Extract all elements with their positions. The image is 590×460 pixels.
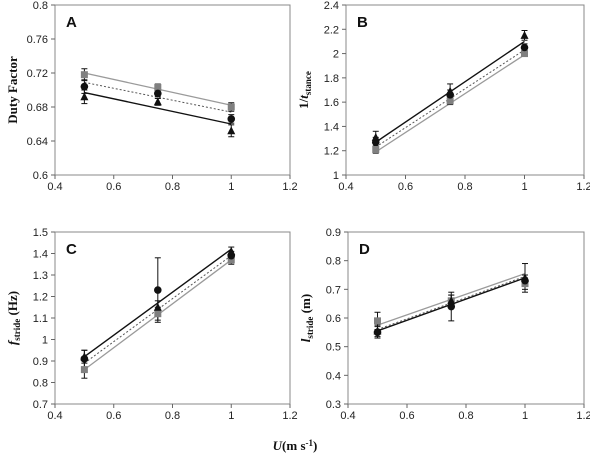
y-tick-label: 1.1 — [33, 313, 48, 325]
data-point-triangle — [227, 126, 236, 135]
data-point-triangle — [371, 132, 380, 141]
y-tick-label: 0.7 — [33, 399, 48, 411]
fit-line-circle — [84, 81, 232, 113]
data-point-triangle — [520, 30, 529, 39]
data-point-square — [154, 83, 162, 91]
chart-panel-a: 0.4 0.6 0.8 1 1.20.60.640.680.720.760.8ADuty… — [5, 0, 298, 193]
panel-letter: D — [359, 241, 370, 258]
plot-frame — [54, 231, 291, 405]
x-tick-label: 0.6 — [398, 181, 413, 193]
plot-frame — [54, 4, 291, 176]
x-tick-label: 1.2 — [282, 410, 297, 422]
y-tick-label: 2.2 — [324, 24, 339, 36]
y-tick-label: 1.2 — [324, 146, 339, 158]
x-tick-label: 1 — [228, 181, 234, 193]
y-tick-label: 1.3 — [33, 270, 48, 282]
y-tick-label: 1.6 — [324, 97, 339, 109]
x-tick-label: 0.8 — [165, 410, 180, 422]
y-tick-label: 0.3 — [326, 399, 341, 411]
y-axis-label: lstride (m) — [298, 294, 315, 342]
x-tick-label: 1.2 — [576, 410, 590, 422]
panel-letter: A — [66, 14, 77, 31]
y-tick-label: 0.76 — [27, 34, 48, 46]
data-point-square — [80, 71, 88, 79]
data-point-square — [446, 97, 454, 105]
y-tick-label: 1.2 — [33, 292, 48, 304]
y-tick-label: 0.9 — [326, 227, 341, 239]
data-point-square — [227, 103, 235, 111]
data-point-triangle — [521, 273, 529, 282]
y-tick-label: 0.9 — [33, 356, 48, 368]
data-point-square — [521, 50, 528, 58]
x-tick-label: 0.4 — [338, 181, 353, 193]
data-point-triangle — [446, 86, 455, 95]
x-tick-label: 0.8 — [458, 410, 473, 422]
data-point-triangle — [153, 97, 162, 106]
x-tick-label: 1 — [521, 181, 527, 193]
data-point-triangle — [80, 92, 89, 101]
y-axis-label: Duty Factor — [5, 56, 20, 124]
x-tick-label: 0.8 — [165, 181, 180, 193]
data-point-circle — [80, 82, 89, 91]
y-tick-label: 0.64 — [27, 136, 48, 148]
chart-panel-b: 0.4 0.6 0.8 1 1.2 1 1.2 1.4 1.6 1.8 2 2.2 2.4 B 1/tsta… — [296, 0, 590, 193]
panel-letter: C — [66, 241, 77, 258]
y-tick-label: 1 — [42, 335, 48, 347]
x-tick-label: 1.2 — [576, 181, 590, 193]
data-point-circle — [447, 302, 456, 311]
y-tick-label: 0.5 — [326, 342, 341, 354]
data-point-circle — [154, 286, 162, 294]
y-tick-label: 2.4 — [324, 0, 339, 12]
data-point-square — [227, 256, 235, 264]
x-tick-label: 0.4 — [340, 410, 355, 422]
chart-panel-c: 0.4 0.6 0.8 1 1.2 0.7 0.8 0.9 1 1.1 1.2 1.3 1.4 1.5 Cf… — [5, 227, 298, 422]
fit-line-triangle — [84, 91, 232, 125]
y-tick-label: 1 — [333, 170, 339, 182]
data-point-triangle — [227, 246, 236, 255]
plot-frame — [347, 231, 585, 405]
data-point-circle — [520, 43, 529, 52]
y-tick-label: 0.8 — [33, 0, 48, 12]
y-tick-label: 0.4 — [326, 370, 341, 382]
x-tick-label: 0.6 — [106, 410, 121, 422]
y-tick-label: 0.8 — [326, 256, 341, 268]
y-tick-label: 0.6 — [33, 170, 48, 182]
x-tick-label: 0.4 — [47, 181, 62, 193]
x-axis-label: U(m s-1) — [273, 438, 318, 453]
data-point-square — [372, 146, 380, 153]
data-point-circle — [154, 89, 162, 98]
chart-panel-d: 0.4 0.6 0.8 1 1.20.30.40.50.60.70.80.9Dlstri… — [298, 227, 590, 422]
x-tick-label: 1 — [228, 410, 234, 422]
data-point-triangle — [153, 302, 162, 311]
y-tick-label: 0.68 — [27, 102, 48, 114]
data-point-circle — [227, 115, 236, 123]
y-tick-label: 1.4 — [324, 121, 339, 133]
data-point-triangle — [373, 326, 382, 335]
y-tick-label: 0.7 — [326, 284, 341, 296]
y-tick-label: 1.4 — [33, 249, 48, 261]
x-tick-label: 0.8 — [457, 181, 472, 193]
y-axis-label: 1/tstance — [296, 71, 313, 109]
y-tick-label: 0.6 — [326, 313, 341, 325]
y-axis-label: fstride (Hz) — [5, 291, 22, 345]
y-tick-label: 1.5 — [33, 227, 48, 239]
plot-frame — [345, 4, 585, 176]
x-tick-label: 0.4 — [47, 410, 62, 422]
y-tick-label: 0.8 — [33, 378, 48, 390]
panel-letter: B — [357, 14, 368, 31]
data-point-triangle — [80, 352, 89, 361]
y-tick-label: 1.8 — [324, 73, 339, 85]
x-tick-label: 0.6 — [106, 181, 121, 193]
x-tick-label: 1 — [522, 410, 528, 422]
x-tick-label: 1.2 — [282, 181, 297, 193]
y-tick-label: 0.72 — [27, 68, 48, 80]
data-point-square — [374, 317, 381, 325]
data-point-triangle — [447, 296, 456, 305]
y-tick-label: 2 — [333, 49, 339, 61]
x-tick-label: 0.6 — [399, 410, 414, 422]
data-point-square — [154, 310, 162, 318]
data-point-square — [80, 366, 88, 374]
